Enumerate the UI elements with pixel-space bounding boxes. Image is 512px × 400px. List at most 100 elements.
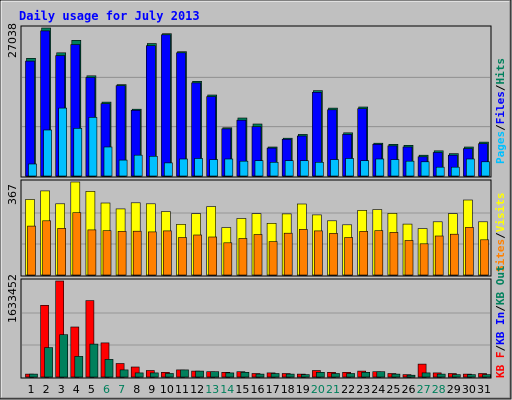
sites-bar [389, 232, 399, 276]
sites-bar [404, 240, 414, 276]
kbin-bar [150, 372, 159, 378]
sites-bar [117, 231, 127, 276]
sites-bar [238, 238, 248, 276]
sites-bar [42, 220, 51, 276]
legend-pages: Pages [494, 131, 507, 164]
pages-bar [239, 160, 249, 177]
kbin-bar [285, 373, 295, 378]
legend-hits: Hits [494, 58, 507, 85]
sites-bar [253, 234, 263, 276]
kbin-bar [29, 373, 38, 378]
kbin-bar [451, 374, 461, 378]
legend-kbout: KB Out [494, 265, 507, 305]
sites-bar [132, 230, 142, 276]
day-label: 2 [43, 383, 50, 396]
sites-bar [419, 243, 429, 276]
pages-bar [179, 158, 188, 177]
middle-legend: Sites/Visits [494, 193, 507, 273]
day-label: 11 [175, 383, 189, 396]
kbin-bar [270, 373, 280, 378]
sites-bar [329, 233, 338, 276]
bottom-ymax-label: 1633452 [6, 274, 19, 323]
legend-sep-2: / [494, 84, 507, 91]
legend-kbin: KB In [494, 312, 507, 345]
day-label: 26 [402, 383, 416, 396]
pages-bar [420, 161, 430, 177]
pages-bar [133, 154, 143, 177]
sites-bar [57, 228, 67, 276]
kbin-bar [89, 343, 99, 378]
pages-bar [58, 107, 68, 177]
pages-bar [43, 129, 52, 177]
day-label: 8 [133, 383, 140, 396]
top-legend: Pages/Files/Hits [494, 58, 507, 164]
sites-bar [434, 235, 444, 276]
day-label: 25 [386, 383, 400, 396]
legend-kbf: KB F [494, 352, 507, 379]
pages-bar [254, 160, 264, 177]
pages-bar [375, 158, 385, 177]
day-label: 29 [447, 383, 461, 396]
day-label: 13 [205, 383, 219, 396]
kbin-bar [134, 372, 144, 378]
day-label: 31 [477, 383, 491, 396]
sites-bar [359, 231, 369, 276]
sites-bar [314, 230, 323, 276]
pages-bar [269, 162, 279, 177]
kbin-bar [436, 373, 446, 378]
day-label: 21 [326, 383, 340, 396]
kbin-bar [361, 371, 371, 378]
sites-bar [178, 237, 187, 276]
legend-visits: Visits [494, 193, 507, 233]
pages-bar [73, 128, 83, 177]
panel-bottom [20, 278, 492, 379]
pages-bar [345, 158, 354, 177]
sites-bar [465, 227, 474, 276]
kbin-bar [225, 372, 235, 378]
kbin-bar [240, 371, 250, 378]
day-label: 15 [235, 383, 249, 396]
pages-bar [435, 166, 445, 177]
kbin-bar [255, 373, 265, 378]
kbin-bar [195, 370, 204, 378]
pages-bar [299, 160, 309, 177]
sites-bar [344, 237, 353, 276]
kbin-bar [104, 359, 114, 378]
kbin-bar [482, 374, 491, 378]
day-label: 3 [58, 383, 65, 396]
files-bar [25, 60, 35, 177]
day-label: 5 [88, 383, 95, 396]
sites-bar [480, 239, 489, 276]
legend-sep-5: / [494, 305, 507, 312]
day-label: 17 [266, 383, 280, 396]
sites-bar [193, 234, 202, 276]
sites-bar [27, 225, 36, 276]
day-label: 30 [462, 383, 476, 396]
kbin-bar [406, 374, 416, 378]
day-label: 18 [281, 383, 295, 396]
pages-bar [209, 159, 218, 177]
sites-bar [374, 230, 384, 276]
day-label: 7 [118, 383, 125, 396]
day-label: 20 [311, 383, 325, 396]
kbin-bar [391, 373, 401, 378]
pages-bar [360, 160, 370, 177]
kbin-bar [300, 374, 310, 378]
sites-bar [283, 232, 293, 276]
kbin-bar [180, 369, 189, 378]
top-ymax-label: 27038 [6, 23, 19, 58]
sites-bar [102, 230, 112, 276]
pages-bar [194, 158, 203, 177]
sites-bar [148, 231, 157, 276]
bottom-legend: KB F/KB In/KB Out [494, 265, 507, 378]
pages-bar [164, 162, 173, 177]
day-label: 4 [73, 383, 80, 396]
day-labels: 1 2 3 4 5 6 7 8 9 10 11 12 13 14 15 16 17 18 19 20 21 22 23 24 2… [28, 383, 492, 396]
sites-bar [223, 242, 233, 276]
pages-bar [330, 159, 339, 177]
middle-ymax-label: 367 [6, 184, 19, 205]
kbin-bar [376, 371, 386, 378]
pages-bar [390, 159, 400, 177]
kbin-bar [119, 369, 129, 378]
